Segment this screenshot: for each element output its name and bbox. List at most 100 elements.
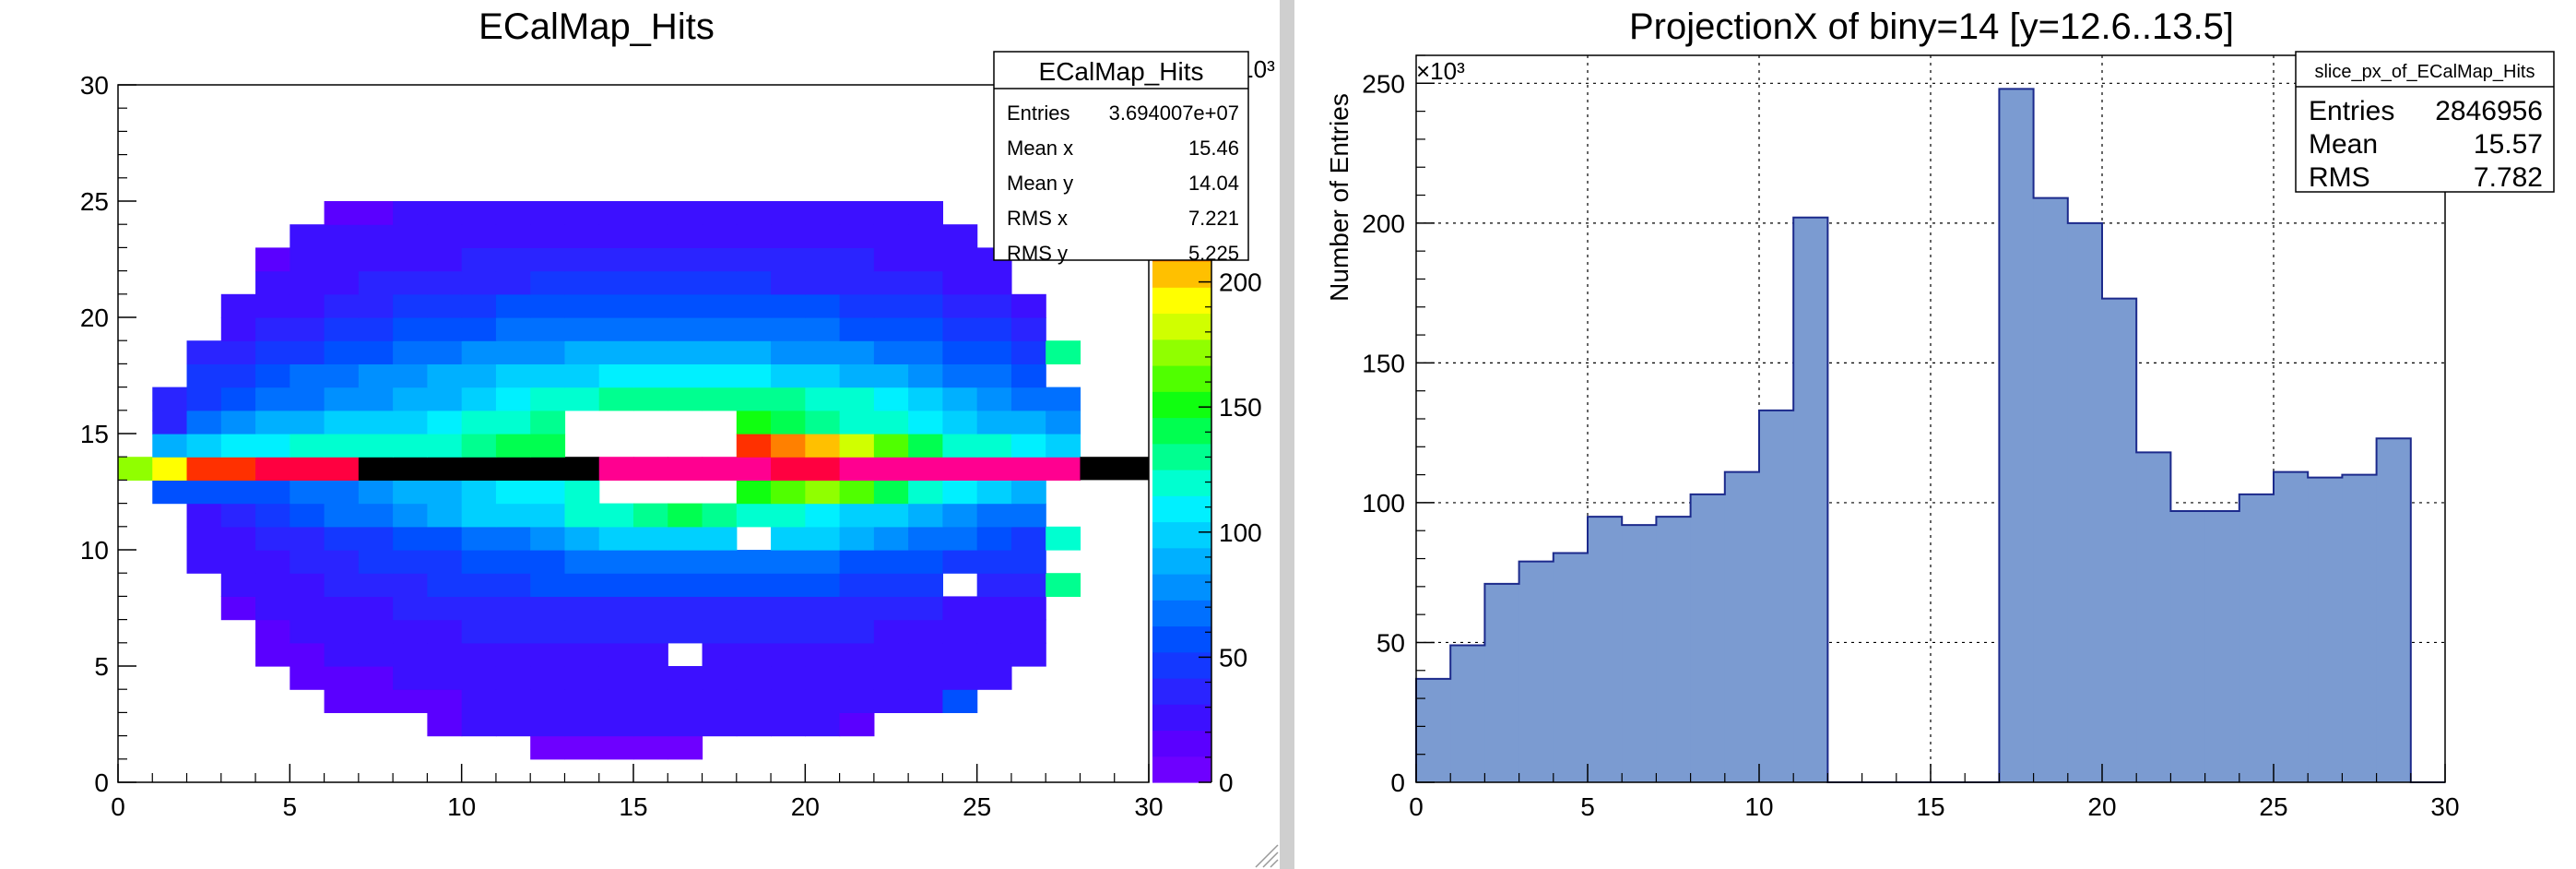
heatmap-cell [393, 550, 428, 574]
heatmap-cell [736, 293, 772, 318]
heatmap-cell [668, 619, 703, 644]
heatmap-cell [461, 340, 497, 364]
heatmap-cell [290, 293, 325, 318]
heatmap-cell [186, 410, 222, 434]
heatmap-cell [1046, 434, 1081, 458]
y-tick-label: 200 [1362, 209, 1405, 238]
left-title: ECalMap_Hits [479, 6, 715, 47]
heatmap-cell [393, 247, 428, 272]
heatmap-cell [736, 224, 772, 248]
y-exponent: ×10³ [1416, 57, 1465, 85]
heatmap-cell [564, 293, 600, 318]
heatmap-cell [668, 573, 703, 597]
heatmap-cell [702, 363, 738, 388]
heatmap-cell [976, 410, 1012, 434]
heatmap-cell [942, 434, 978, 458]
heatmap-cell [255, 270, 290, 295]
heatmap-cell [1010, 550, 1046, 574]
heatmap-cell [461, 410, 497, 434]
heatmap-cell [839, 247, 875, 272]
heatmap-cell [461, 270, 497, 295]
heatmap-cell [873, 247, 909, 272]
palette-band [1152, 547, 1211, 575]
heatmap-cell [324, 666, 360, 690]
heatmap-cell [220, 503, 256, 528]
heatmap-cell [805, 410, 841, 434]
heatmap-cell [873, 457, 909, 481]
heatmap-cell [976, 550, 1012, 574]
heatmap-cell [598, 224, 634, 248]
heatmap-cell [736, 317, 772, 341]
heatmap-cell [873, 201, 909, 225]
heatmap-cell [290, 340, 325, 364]
heatmap-cell [461, 503, 497, 528]
heatmap-cell [668, 596, 703, 621]
heatmap-cell [736, 712, 772, 737]
y-tick-label: 30 [80, 71, 109, 100]
heatmap-cell [255, 293, 290, 318]
heatmap-cell [220, 457, 256, 481]
heatmap-cell [324, 270, 360, 295]
heatmap-cell [976, 457, 1012, 481]
heatmap-cell [358, 247, 394, 272]
heatmap-cell [702, 340, 738, 364]
heatmap-cell [1010, 317, 1046, 341]
heatmap-cell [1010, 642, 1046, 667]
heatmap-cell [633, 550, 668, 574]
heatmap-cell [839, 434, 875, 458]
heatmap-cell [427, 387, 463, 411]
heatmap-cell [839, 410, 875, 434]
heatmap-cell [702, 689, 738, 713]
heatmap-cell [324, 642, 360, 667]
heatmap-cell [908, 480, 943, 505]
heatmap-cell [186, 457, 222, 481]
heatmap-cell [976, 293, 1012, 318]
heatmap-cell [598, 550, 634, 574]
heatmap-cell [873, 480, 909, 505]
heatmap-cell [393, 340, 428, 364]
palette-band [1152, 261, 1211, 288]
heatmap-cell [908, 293, 943, 318]
heatmap-cell [495, 503, 531, 528]
heatmap-cell [873, 642, 909, 667]
canvas-divider[interactable] [1280, 0, 1294, 869]
heatmap-cell [186, 387, 222, 411]
heatmap-cell [839, 596, 875, 621]
x-tick-label: 25 [2259, 792, 2287, 821]
heatmap-cell [873, 503, 909, 528]
heatmap-cell [220, 573, 256, 597]
heatmap-cell [873, 410, 909, 434]
heatmap-cell [668, 363, 703, 388]
heatmap-cell [530, 666, 566, 690]
heatmap-cell [393, 503, 428, 528]
heatmap-cell [805, 596, 841, 621]
heatmap-cell [668, 550, 703, 574]
x-tick-label: 0 [111, 792, 125, 821]
heatmap-cell [805, 270, 841, 295]
heatmap-cell [393, 201, 428, 225]
heatmap-cell [495, 410, 531, 434]
heatmap-cell [495, 573, 531, 597]
heatmap-cell [702, 619, 738, 644]
heatmap-cell [1010, 480, 1046, 505]
heatmap-cell [1010, 457, 1046, 481]
heatmap-cell [1010, 410, 1046, 434]
heatmap-cell [873, 689, 909, 713]
heatmap-cell [976, 526, 1012, 551]
heatmap-cell [908, 363, 943, 388]
heatmap-cell [771, 550, 806, 574]
heatmap-cell [771, 712, 806, 737]
heatmap-cell [771, 317, 806, 341]
heatmap-cell [393, 526, 428, 551]
heatmap-cell [152, 410, 188, 434]
heatmap-cell [255, 457, 290, 481]
heatmap-cell [393, 642, 428, 667]
heatmap-cell [736, 689, 772, 713]
heatmap-cell [976, 642, 1012, 667]
heatmap-cell [702, 550, 738, 574]
heatmap-cell [290, 434, 325, 458]
heatmap-cell [633, 247, 668, 272]
heatmap-cell [839, 666, 875, 690]
heatmap-cell [633, 457, 668, 481]
heatmap-cell [461, 434, 497, 458]
